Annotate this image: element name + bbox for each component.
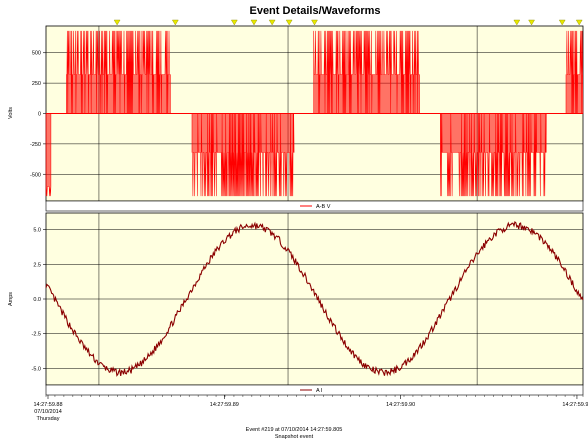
event-marker [513,19,521,26]
voltage-pwm-band [46,113,51,187]
event-marker [268,19,276,26]
y-tick-label: 0.0 [33,297,41,303]
current-panel: 5.0 2.5 0.0 -2.5 -5.0 Amps A I [8,212,584,396]
current-y-ticks: 5.0 2.5 0.0 -2.5 -5.0 [32,228,46,372]
x-tick-label: 14:27:59.90 [386,402,415,408]
current-sine-trace [45,221,584,377]
y-tick-label: -5.0 [32,366,41,372]
voltage-pwm-segment [565,30,584,114]
voltage-y-ticks: 500 250 0 -250 -500 [30,51,46,178]
y-tick-label: 500 [32,51,41,57]
event-marker [230,19,238,26]
voltage-pwm-band [313,74,420,114]
event-marker [285,19,293,26]
y-tick-label: 5.0 [33,228,41,234]
current-grid [46,213,583,385]
event-marker [558,19,566,26]
y-tick-label: -2.5 [32,332,41,338]
voltage-legend-label: A-B V [316,204,331,210]
voltage-pwm-segment [313,30,420,114]
event-marker [528,19,535,26]
voltage-pwm-band [565,74,583,114]
y-tick-label: 250 [32,81,41,87]
footer-event-line: Event #219 at 07/10/2014 14:27:59.805 [246,427,343,433]
x-tick-date: 07/10/2014 [34,409,62,415]
current-legend-label: A I [316,388,323,394]
event-marker [171,19,179,26]
voltage-pwm-band [191,113,294,153]
voltage-legend-strip [45,200,584,212]
current-y-axis-label: Amps [8,292,14,306]
y-tick-label: 2.5 [33,262,41,268]
event-marker [113,19,121,26]
voltage-series [45,30,584,197]
chart-title: Event Details/Waveforms [249,5,380,17]
y-tick-label: -250 [30,142,41,148]
event-marker [575,19,583,26]
event-marker [250,19,258,26]
x-tick-label: 14:27:59.92 [562,402,588,408]
x-tick-label: 14:27:59.89 [210,402,239,408]
voltage-pwm-band [440,113,547,153]
y-tick-label: 0 [38,112,41,118]
event-marker [311,19,318,26]
voltage-pwm-segment [440,113,547,197]
voltage-y-axis-label: Volts [8,107,14,119]
voltage-panel: 500 250 0 -250 -500 Volts A-B V [8,19,584,212]
y-tick-label: -500 [30,172,41,178]
x-tick-label: 14:27:59.88 [33,402,62,408]
event-markers [113,19,583,26]
current-series [45,221,584,377]
x-tick-day: Thursday [37,416,60,422]
footer-snapshot-line: Snapshot event [275,434,314,440]
current-legend-strip [45,384,584,396]
voltage-pwm-band [66,74,171,114]
